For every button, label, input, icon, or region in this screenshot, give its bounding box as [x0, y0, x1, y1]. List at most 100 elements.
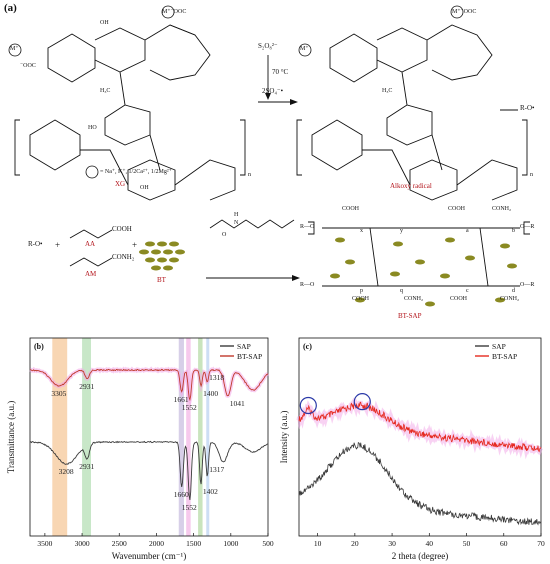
subscript-q: q: [400, 288, 403, 294]
sap-line: [29, 440, 269, 500]
cooh-label: COOH: [450, 296, 468, 302]
absorption-band-4: [198, 338, 203, 536]
x-axis-label: Wavenumber (cm⁻¹): [112, 551, 186, 561]
panel-c-xrd-chart: 10 20 30 40 50 60 70 2 theta (degree) Intensity …: [275, 330, 550, 564]
repeat-subscript: n: [530, 172, 533, 178]
x-tick-label: 70: [537, 539, 545, 548]
x-tick-label: 40: [426, 539, 434, 548]
x-tick-label: 1000: [223, 539, 238, 548]
subscript-p: p: [360, 288, 363, 294]
bt-sap-peak-label: 2931: [79, 382, 94, 391]
panel-c-label: (c): [303, 342, 312, 351]
panel-a-label: (a): [4, 2, 17, 14]
bt-sap-label: BT-SAP: [398, 312, 422, 320]
cooh-label: COOH: [352, 296, 370, 302]
xg-label: XG: [115, 180, 126, 188]
legend-label-bt-sap: BT-SAP: [237, 352, 262, 361]
legend-label-bt-sap: BT-SAP: [492, 352, 517, 361]
bt-sap-peak-label: 1552: [182, 403, 197, 412]
sap-peak-label: 1402: [203, 487, 218, 496]
plot-frame: [298, 337, 542, 537]
cooh-label: COOH: [342, 206, 360, 212]
x-tick-label: 20: [351, 539, 359, 548]
r-o-label: R—O: [300, 224, 315, 230]
absorption-band-3: [186, 338, 191, 536]
cation-definition: = Na⁺, K⁺, 1/2Ca²⁺, 1/2Mg²⁺: [100, 169, 172, 175]
x-tick-label: 2000: [149, 539, 164, 548]
sulfate-radical-label: 2SO₄⁻•: [262, 87, 284, 95]
hydroxyl-label: OH: [140, 185, 149, 191]
acetyl-label: H₃C: [382, 88, 393, 94]
subscript-y: y: [400, 228, 403, 234]
absorption-band-0: [52, 338, 68, 536]
bt-sap-line: [298, 401, 542, 453]
r-o-label: O—R: [520, 224, 535, 230]
carbonyl-o-label: O: [222, 232, 227, 238]
hydroxyl-label: OH: [100, 20, 109, 26]
subscript-d: d: [512, 288, 515, 294]
sap-peak-label: 2931: [79, 462, 94, 471]
absorption-band-5: [206, 338, 210, 536]
bt-sap-peak-label: 3305: [51, 389, 66, 398]
plot-frame: [29, 337, 269, 537]
metal-carboxylate-label: M⁺⁻OOC: [452, 9, 477, 15]
cation-symbol: M⁺: [300, 46, 309, 52]
x-tick-label: 2500: [112, 539, 127, 548]
sap-peak-label: 1552: [182, 503, 197, 512]
x-tick-label: 50: [463, 539, 471, 548]
bt-label: BT: [157, 276, 166, 284]
bt-sap-peak-label: 1041: [230, 399, 245, 408]
legend-label-sap: SAP: [237, 342, 251, 351]
am-label: AM: [85, 270, 97, 278]
carboxylate-label: ⁻OOC: [20, 63, 36, 69]
x-tick-label: 3500: [37, 539, 52, 548]
r-o-label: R—O: [300, 282, 315, 288]
legend-label-sap: SAP: [492, 342, 506, 351]
bt-sap-peak-label: 1661: [174, 395, 189, 404]
x-tick-label: 30: [388, 539, 396, 548]
x-tick-label: 3000: [75, 539, 90, 548]
cation-symbol: M⁺: [10, 46, 19, 52]
y-axis-label: Intensity (a.u.): [279, 411, 289, 464]
cooh-label: COOH: [448, 206, 466, 212]
ro-radical-label: R-O•: [520, 104, 535, 112]
absorption-band-2: [178, 338, 184, 536]
alkoxy-radical-label: Alkoxy radical: [390, 182, 432, 190]
cooh-label: COOH: [112, 225, 132, 233]
panel-b-label: (b): [34, 342, 44, 351]
temperature-label: 70 °C: [272, 68, 289, 76]
sap-peak-label: 3208: [59, 467, 74, 476]
absorption-band-1: [82, 338, 91, 536]
y-axis-label: Transmittance (a.u.): [6, 401, 16, 473]
reaction-scheme-drawing: [8, 5, 530, 307]
bt-sap-line: [29, 368, 269, 402]
circled-peak-1: [353, 393, 371, 411]
ro-radical-left: R-O•: [28, 240, 43, 248]
sap-peak-label: 1660: [174, 490, 189, 499]
aa-label: AA: [85, 240, 96, 248]
conh2-label: CONH₂: [112, 253, 135, 261]
x-tick-label: 500: [262, 539, 274, 548]
x-tick-label: 60: [500, 539, 508, 548]
xrd-chart-svg: 10 20 30 40 50 60 70 2 theta (degree) Intensity …: [279, 337, 545, 561]
repeat-subscript: n: [248, 172, 251, 178]
amide-n-label: N: [234, 220, 239, 226]
subscript-x: x: [360, 228, 363, 234]
conh2-label: CONH₂: [404, 296, 424, 302]
bt-sap-peak-label: 1400: [203, 389, 218, 398]
metal-carboxylate-label: M⁺⁻OOC: [162, 9, 187, 15]
x-axis-label: 2 theta (degree): [392, 551, 448, 561]
amide-h-label: H: [234, 212, 239, 218]
initiator-label: S₂O₈²⁻: [258, 42, 278, 50]
subscript-c: c: [466, 288, 469, 294]
plus-sign: +: [132, 240, 138, 250]
subscript-a: a: [466, 228, 469, 234]
bt-sap-peak-label: 1318: [209, 373, 224, 382]
panel-b-ftir-chart: 3305 2931 1661 1552 1400 1318 1041 3208 2931 1660…: [0, 330, 275, 564]
conh2-label: CONH₂: [492, 206, 512, 212]
r-o-label: O—R: [520, 282, 535, 288]
plus-sign: +: [55, 240, 61, 250]
ftir-chart-svg: 3305293116611552140013181041320829311660…: [6, 337, 274, 561]
panel-a-scheme: (a): [4, 2, 535, 320]
subscript-b: b: [512, 228, 515, 234]
